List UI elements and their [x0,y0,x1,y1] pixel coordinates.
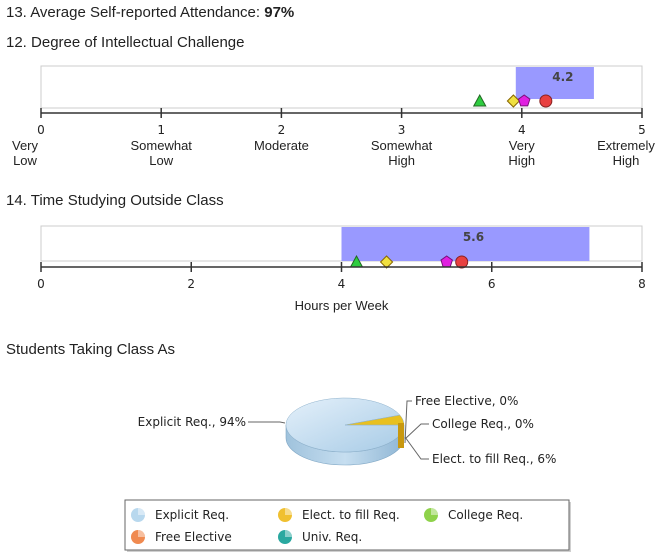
mean-value-label: 4.2 [552,70,573,84]
legend-swatch-icon [278,530,292,544]
mean-value-label: 5.6 [463,230,484,244]
attendance-label: 13. Average Self-reported Attendance: [6,4,261,21]
marker-diamond [379,255,394,269]
challenge-chart: 4.20VeryLow1SomewhatLow2Moderate3Somewha… [12,65,655,168]
marker-circle [539,94,553,108]
x-tick-label: 1 [157,123,165,137]
attendance-line: 13. Average Self-reported Attendance: 97… [6,4,294,21]
marker-pentagon [517,94,531,107]
legend-swatch-highlight [138,530,145,537]
leader-line [404,436,429,460]
legend-box [124,499,570,551]
x-tick-label: 4 [338,277,346,291]
x-tick-label: 2 [187,277,195,291]
x-tick-label: 0 [37,123,45,137]
pie-label-elect-fill: Elect. to fill Req., 6% [432,452,556,466]
legend-swatch-icon [424,508,438,522]
legend-swatch-highlight [431,508,438,515]
x-tick-label: 8 [638,277,646,291]
x-axis-label: Hours per Week [295,298,389,313]
marker-circle [455,255,469,269]
x-tick-label: 2 [278,123,286,137]
leader-line [404,423,429,440]
x-tick-description: Low [149,153,173,168]
pie-slice-side-elect [398,423,404,448]
x-tick-description: High [613,153,640,168]
x-tick-description: Very [12,138,39,153]
x-tick-label: 3 [398,123,406,137]
x-tick-description: Very [509,138,536,153]
legend-swatch-icon [278,508,292,522]
legend-label: Univ. Req. [302,530,362,544]
chart-title-study: 14. Time Studying Outside Class [6,192,224,209]
legend-swatch-highlight [285,530,292,537]
leader-line [404,400,412,444]
x-tick-description: Low [13,153,37,168]
pie-label-college: College Req., 0% [432,417,534,431]
leader-line [248,421,286,424]
study-time-chart: 5.6 0 2 4 6 8 Hours per Week [37,225,646,313]
x-tick-description: Somewhat [371,138,433,153]
marker-diamond [506,94,521,108]
x-tick-description: Moderate [254,138,309,153]
pie-label-explicit: Explicit Req., 94% [138,415,246,429]
legend-swatch-icon [131,508,145,522]
legend-label: College Req. [448,508,523,522]
x-tick-label: 5 [638,123,646,137]
legend-label: Explicit Req. [155,508,229,522]
x-tick-description: High [508,153,535,168]
mean-bar [341,227,590,261]
chart-title-challenge: 12. Degree of Intellectual Challenge [6,34,245,51]
x-tick-label: 4 [518,123,526,137]
attendance-value: 97% [264,4,295,21]
legend-swatch-highlight [138,508,145,515]
x-tick-description: High [388,153,415,168]
legend-swatch-highlight [285,508,292,515]
x-tick-description: Somewhat [130,138,192,153]
legend-swatch-icon [131,530,145,544]
pie-label-free-elective: Free Elective, 0% [415,394,518,408]
class-type-pie-chart: Explicit Req., 94% Free Elective, 0% Colle… [124,394,571,552]
x-tick-description: Extremely [597,138,655,153]
section-title-students: Students Taking Class As [6,341,175,358]
legend-label: Free Elective [155,530,232,544]
marker-triangle [472,93,487,107]
mean-bar [515,67,594,99]
legend-label: Elect. to fill Req. [302,508,400,522]
x-tick-label: 6 [488,277,496,291]
x-tick-label: 0 [37,277,45,291]
